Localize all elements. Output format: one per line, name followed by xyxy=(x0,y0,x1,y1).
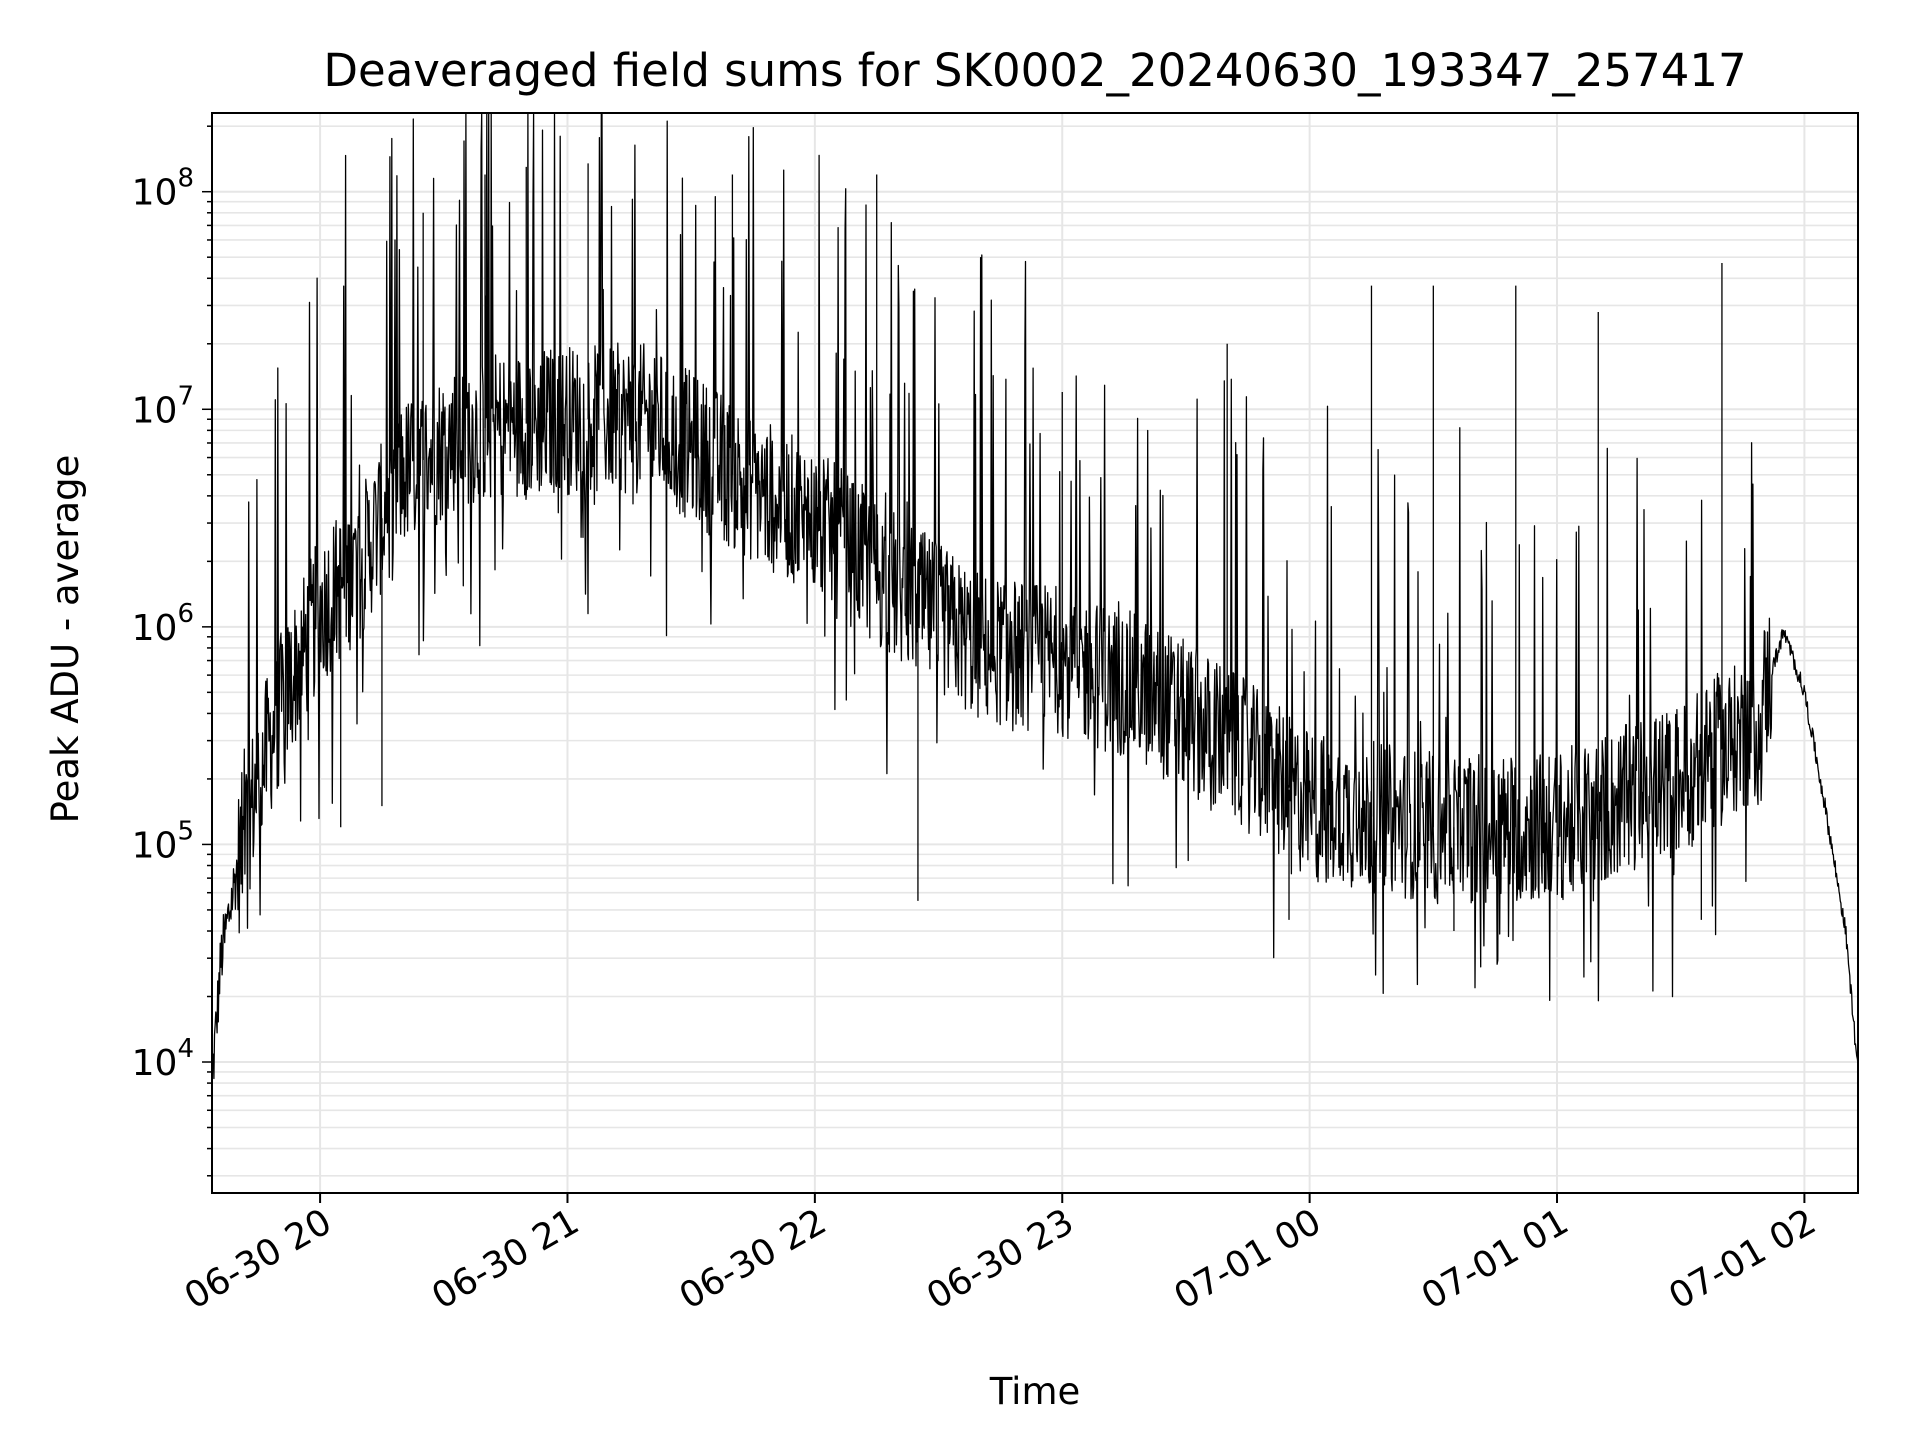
series-line xyxy=(211,113,1859,1080)
series-trace xyxy=(211,113,1859,1080)
plot-frame xyxy=(211,112,1859,1194)
x-axis-label: Time xyxy=(989,1370,1081,1413)
y-tick-label: 105 xyxy=(132,816,194,866)
chart-title: Deaveraged field sums for SK0002_2024063… xyxy=(323,44,1746,97)
y-tick-label: 108 xyxy=(132,164,194,214)
y-tick-label: 107 xyxy=(132,381,194,431)
y-axis-label: Peak ADU - average xyxy=(44,455,87,824)
y-tick-label: 106 xyxy=(132,599,194,649)
y-tick-label: 104 xyxy=(132,1034,194,1084)
